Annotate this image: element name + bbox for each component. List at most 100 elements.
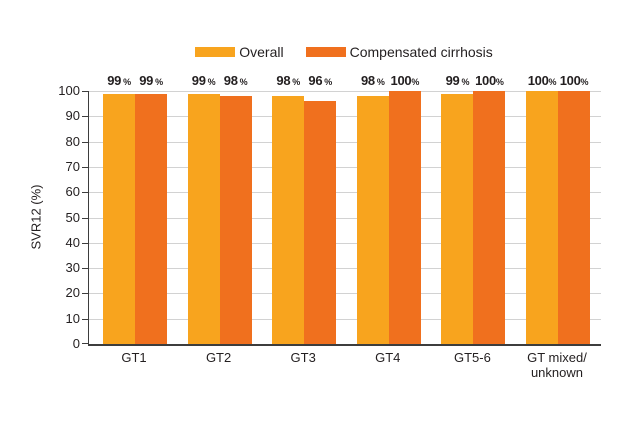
bar-value-label: 98% (224, 73, 248, 88)
gridline-80 (89, 141, 601, 143)
gridlines-layer (82, 91, 601, 344)
y-tick-label: 50 (65, 209, 80, 225)
bar-value-label: 100% (475, 73, 504, 88)
bar-value-label: 99% (446, 73, 470, 88)
bar-value-label: 98% (276, 73, 300, 88)
bar-slot: 98% (219, 73, 252, 344)
gridline-70 (89, 166, 601, 168)
legend-item-compensated-cirrhosis: Compensated cirrhosis (305, 44, 493, 60)
bar-overall (525, 91, 558, 344)
y-tick-label: 60 (65, 184, 80, 200)
y-axis-tick-20 (82, 293, 89, 295)
bar-slot: 99% (135, 73, 167, 344)
gridline-60 (89, 192, 601, 194)
bar-group-gt3: 98% 96% (272, 73, 337, 344)
y-axis-tick-10 (82, 318, 89, 320)
bar-value-percent-sign: % (123, 77, 131, 87)
bar-value-percent-sign: % (324, 77, 332, 87)
bar-overall (356, 96, 389, 344)
bar-value-percent-sign: % (461, 77, 470, 87)
bar-compensated-cirrhosis (473, 91, 506, 344)
y-axis-tick-70 (82, 166, 89, 168)
y-axis-tick-80 (82, 141, 89, 143)
bar-value-number: 99 (139, 73, 154, 88)
bar-value-label: 100% (560, 73, 589, 88)
y-axis-tick-labels: 0 10 20 30 40 50 60 70 80 90 100 (38, 84, 80, 351)
y-axis-tick-60 (82, 192, 89, 194)
bar-value-label: 99% (192, 73, 216, 88)
bar-slot: 96% (304, 73, 337, 344)
bar-group-gt1: 99% 99% (103, 73, 167, 344)
bar-value-percent-sign: % (207, 77, 216, 87)
bar-value-percent-sign: % (376, 77, 385, 87)
y-axis-tick-40 (82, 242, 89, 244)
bar-slot: 98% (272, 73, 305, 344)
legend: Overall Compensated cirrhosis (88, 44, 600, 60)
bar-value-percent-sign: % (292, 77, 300, 87)
bar-compensated-cirrhosis (304, 101, 337, 344)
bar-compensated-cirrhosis (557, 91, 590, 344)
legend-label-compensated-cirrhosis: Compensated cirrhosis (349, 44, 493, 60)
y-tick-label: 90 (65, 108, 80, 124)
plot-area: 99% 99% 99% 98% 98% 96% 98% 100% 99% 100% 100% 100% (82, 73, 601, 346)
bar-value-label: 96% (308, 73, 332, 88)
bar-value-percent-sign: % (411, 77, 420, 87)
bar-group-gt5-6: 99% 100% (441, 73, 506, 344)
gridline-40 (89, 242, 601, 244)
y-axis-tick-0 (82, 343, 89, 344)
bar-slot: 98% (356, 73, 389, 344)
legend-swatch-compensated-cirrhosis (305, 47, 346, 57)
y-axis-tick-30 (82, 268, 89, 270)
bar-overall (187, 93, 220, 344)
x-axis-label-gt4: GT4 (375, 350, 401, 365)
bar-value-number: 100 (559, 73, 581, 88)
bar-compensated-cirrhosis (219, 96, 252, 344)
bar-slot: 100% (473, 73, 506, 344)
bar-group-gt2: 99% 98% (187, 73, 252, 344)
x-axis-label-gt5-6: GT5-6 (453, 350, 491, 365)
gridline-20 (89, 293, 601, 295)
bar-value-label: 100% (391, 73, 420, 88)
x-axis-label-gt-mixed: GT mixed/ unknown (527, 350, 587, 380)
bar-slot: 100% (557, 73, 590, 344)
bar-value-number: 99 (191, 73, 206, 88)
bar-slot: 99% (187, 73, 220, 344)
bar-value-label: 98% (361, 73, 385, 88)
y-tick-label: 40 (65, 234, 80, 250)
bar-value-number: 96 (308, 73, 323, 88)
bar-overall (272, 96, 305, 344)
bar-slot: 99% (103, 73, 135, 344)
bar-value-number: 100 (475, 73, 496, 88)
y-tick-label: 100 (58, 83, 80, 98)
y-tick-label: 20 (65, 285, 80, 301)
bar-value-label: 99% (107, 73, 131, 88)
bar-value-label: 99% (139, 73, 163, 88)
legend-item-overall: Overall (195, 44, 284, 60)
bar-value-percent-sign: % (495, 77, 504, 87)
gridline-10 (89, 318, 601, 320)
bar-value-percent-sign: % (239, 77, 248, 87)
y-axis-tick-50 (82, 217, 89, 219)
x-axis-label-gt1: GT1 (121, 350, 147, 365)
bar-value-percent-sign: % (548, 77, 557, 87)
bar-slot: 99% (441, 73, 474, 344)
x-axis-label-gt3: GT3 (290, 350, 316, 365)
bar-value-label: 100% (528, 73, 557, 88)
bar-value-number: 100 (527, 73, 549, 88)
legend-swatch-overall (195, 47, 236, 57)
legend-label-overall: Overall (239, 44, 284, 60)
gridline-30 (89, 268, 601, 270)
bar-value-number: 99 (107, 73, 122, 88)
bar-value-number: 99 (445, 73, 460, 88)
y-tick-label: 0 (72, 336, 80, 351)
x-axis-labels: GT1 GT2 GT3 GT4 GT5-6 GT mixed/ unknown (88, 350, 600, 380)
bar-overall (441, 93, 474, 344)
bar-slot: 100% (388, 73, 421, 344)
y-tick-label: 80 (65, 133, 80, 149)
gridline-50 (89, 217, 601, 219)
y-axis-tick-100 (82, 91, 89, 92)
bar-value-percent-sign: % (580, 77, 589, 87)
bar-groups: 99% 99% 99% 98% 98% 96% 98% 100% 99% 100% 100% 100% (89, 73, 601, 344)
bar-compensated-cirrhosis (388, 91, 421, 344)
gridline-100 (89, 91, 601, 92)
